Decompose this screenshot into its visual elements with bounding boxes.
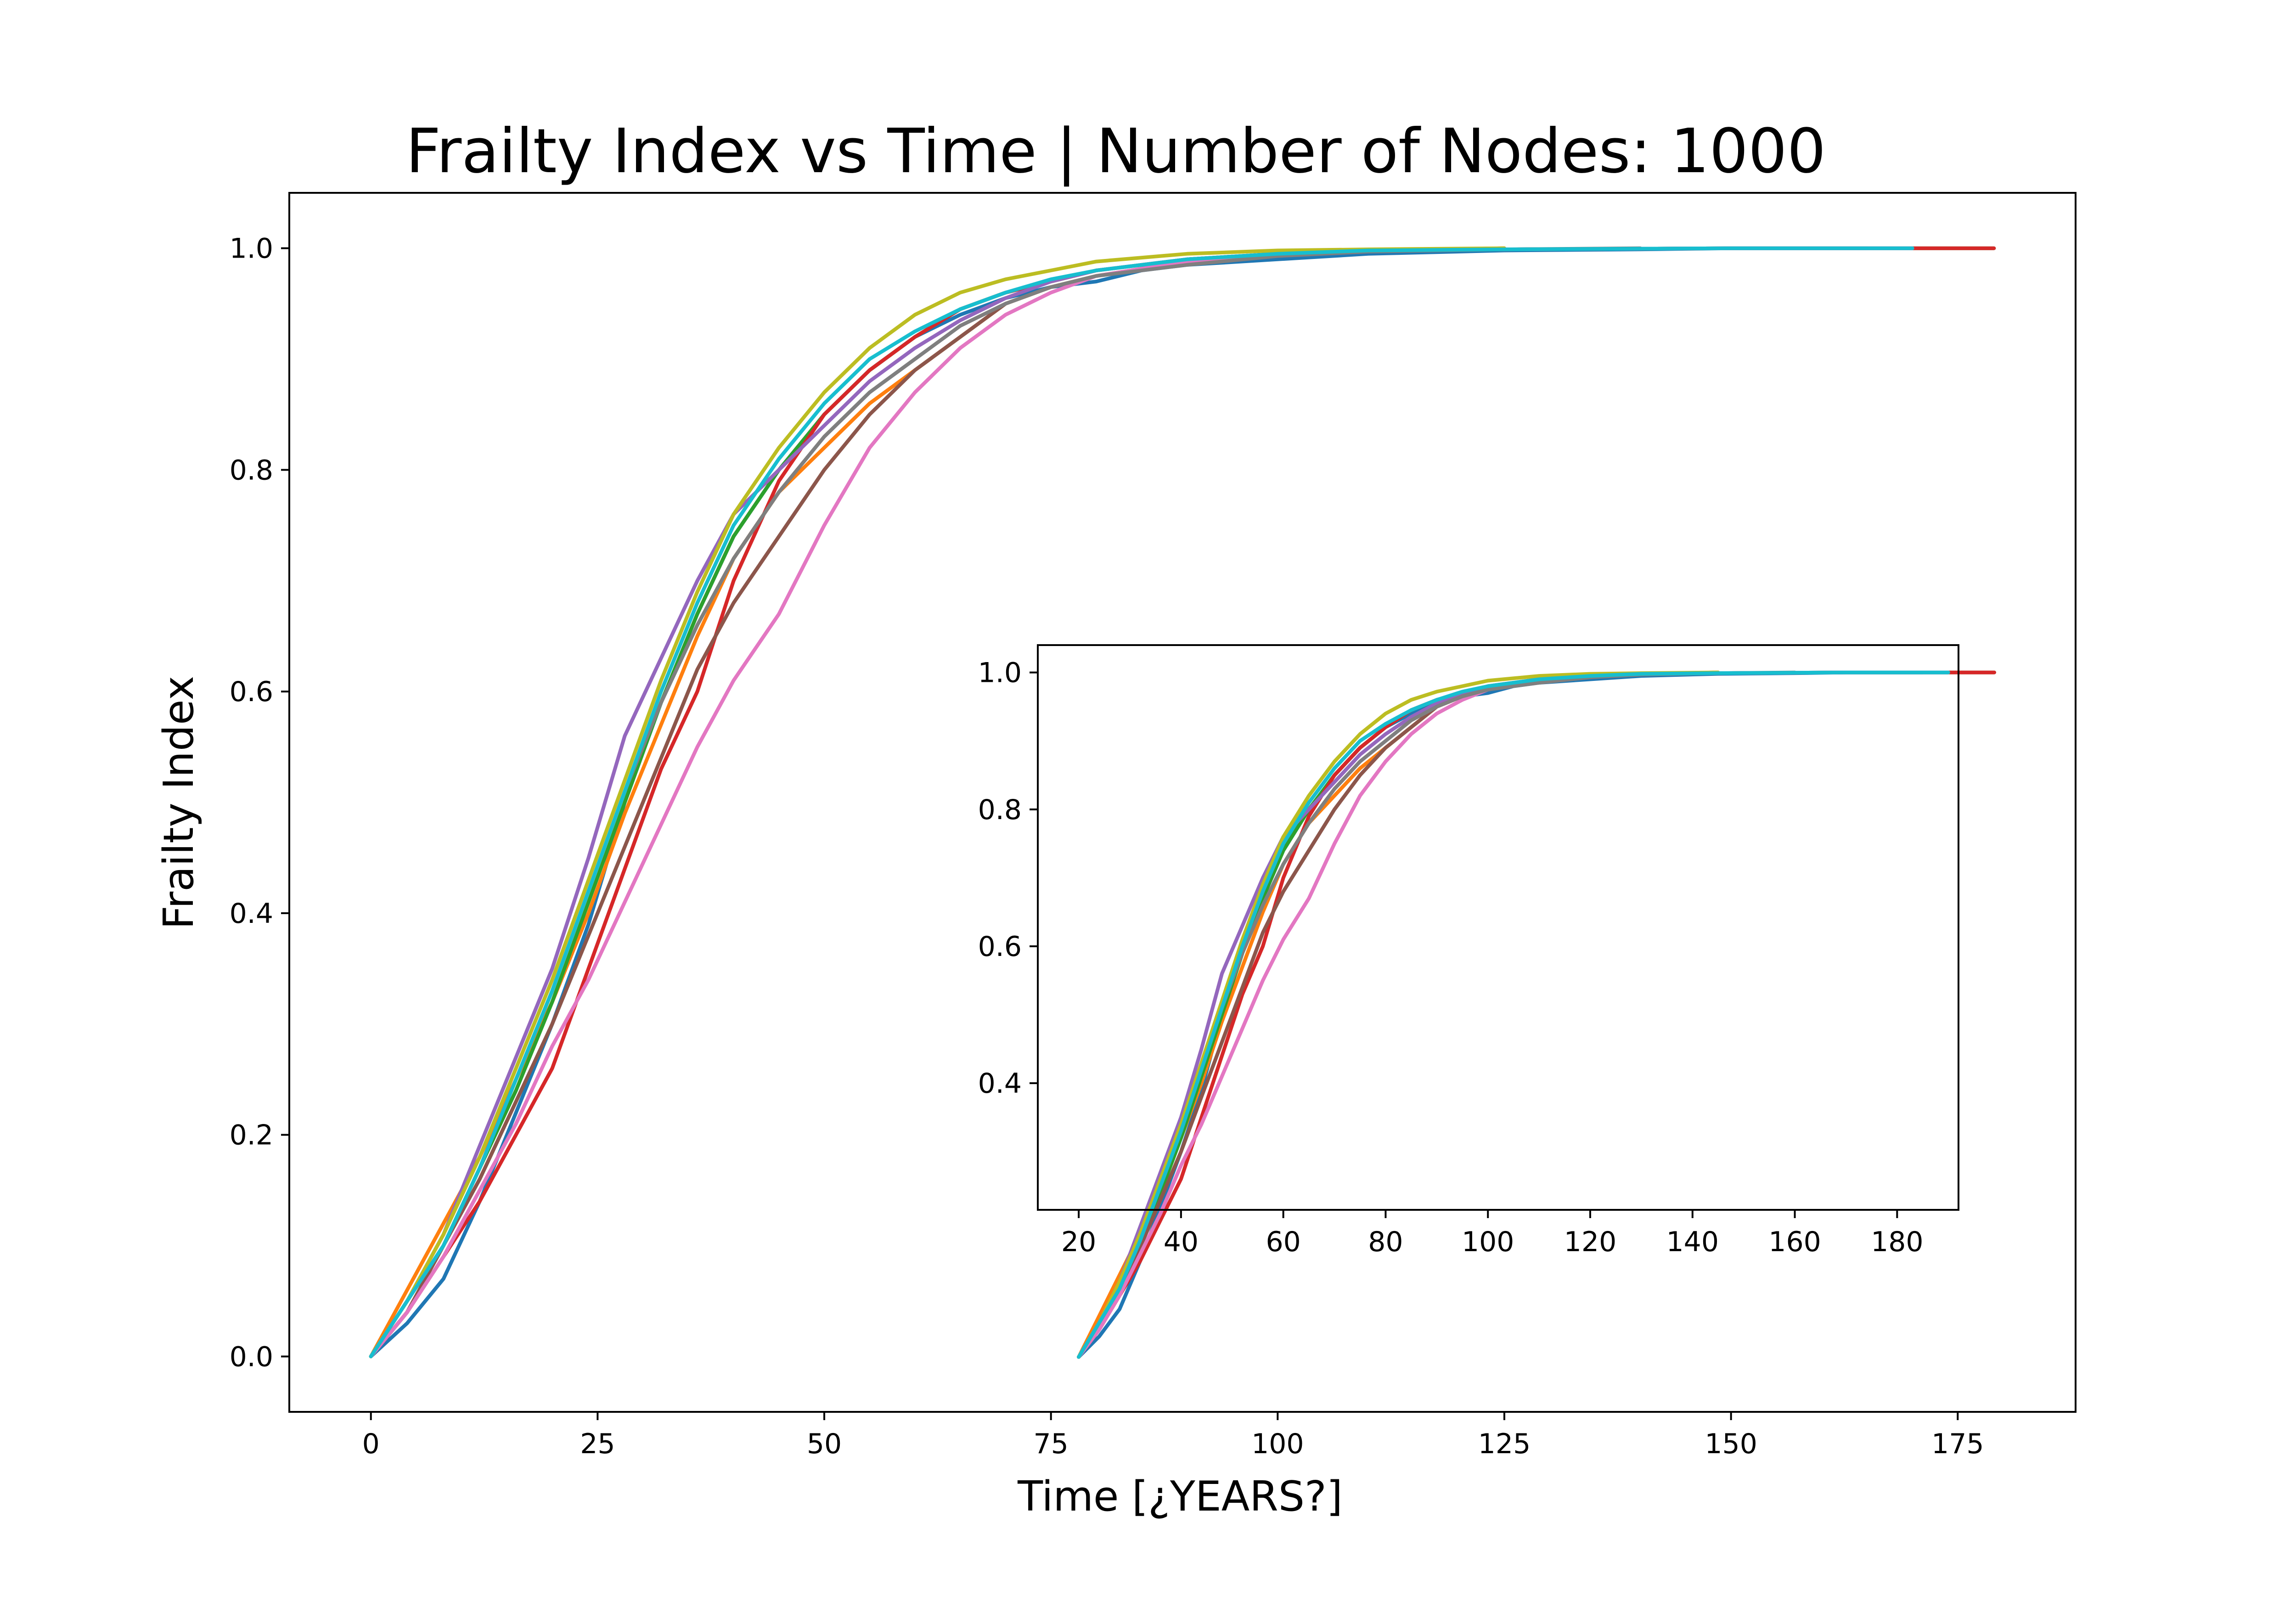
- main-x-tick-label: 75: [1034, 1428, 1069, 1460]
- main-y-tick-label: 0.4: [230, 898, 273, 930]
- inset-x-tick-label: 20: [1061, 1226, 1096, 1258]
- inset-series-group: [1077, 670, 1996, 1359]
- main-y-ticks: 0.0 0.2 0.4 0.6 0.8 1.0: [230, 233, 289, 1373]
- inset-background: [1038, 645, 1958, 1210]
- inset-x-tick-label: 100: [1462, 1226, 1514, 1258]
- inset-y-ticks: 0.4 0.6 0.8 1.0: [978, 657, 1038, 1100]
- inset-x-tick-label: 80: [1368, 1226, 1403, 1258]
- inset-x-tick-label: 140: [1666, 1226, 1719, 1258]
- main-y-tick-label: 0.8: [230, 454, 273, 486]
- main-x-tick-label: 25: [580, 1428, 615, 1460]
- main-x-tick-label: 125: [1478, 1428, 1531, 1460]
- main-series-line-10: [369, 246, 1914, 1359]
- inset-x-tick-label: 180: [1871, 1226, 1924, 1258]
- y-axis-label: Frailty Index: [155, 676, 203, 929]
- main-x-tick-label: 175: [1931, 1428, 1984, 1460]
- main-y-tick-label: 0.0: [230, 1341, 273, 1373]
- main-x-tick-label: 0: [362, 1428, 380, 1460]
- inset-plot: 20 40 60 80 100 120 140 160 180 0.4 0.6 0.8 1.0: [978, 644, 1996, 1359]
- inset-y-tick-label: 0.6: [978, 931, 1022, 963]
- main-x-tick-label: 100: [1251, 1428, 1304, 1460]
- main-axes-frame: [288, 192, 2077, 1413]
- main-y-tick-label: 0.6: [230, 676, 273, 708]
- inset-x-ticks: 20 40 60 80 100 120 140 160 180: [1061, 1210, 1924, 1258]
- inset-x-tick-label: 40: [1164, 1226, 1199, 1258]
- inset-y-tick-label: 0.4: [978, 1068, 1022, 1100]
- chart-title: Frailty Index vs Time | Number of Nodes:…: [406, 116, 1826, 187]
- inset-axes-frame: [1037, 644, 1959, 1211]
- inset-x-tick-label: 60: [1266, 1226, 1300, 1258]
- inset-x-tick-label: 160: [1768, 1226, 1821, 1258]
- main-plot: 0 25 50 75 100 125 150 175 0.0 0.2 0.4 0.6 0.8 1.0: [230, 192, 2077, 1460]
- main-series-line-9: [369, 246, 1506, 1359]
- main-x-ticks: 0 25 50 75 100 125 150 175: [362, 1412, 1984, 1460]
- inset-series-line-10: [1077, 670, 1950, 1359]
- inset-x-tick-label: 120: [1564, 1226, 1617, 1258]
- x-axis-label: Time [¿YEARS?]: [1017, 1472, 1343, 1521]
- inset-y-tick-label: 0.8: [978, 794, 1022, 826]
- inset-y-tick-label: 1.0: [978, 657, 1022, 689]
- main-x-tick-label: 150: [1705, 1428, 1757, 1460]
- main-series-group: [369, 246, 1996, 1359]
- main-y-tick-label: 1.0: [230, 233, 273, 265]
- main-x-tick-label: 50: [807, 1428, 842, 1460]
- inset-series-line-9: [1077, 670, 1720, 1359]
- main-y-tick-label: 0.2: [230, 1119, 273, 1152]
